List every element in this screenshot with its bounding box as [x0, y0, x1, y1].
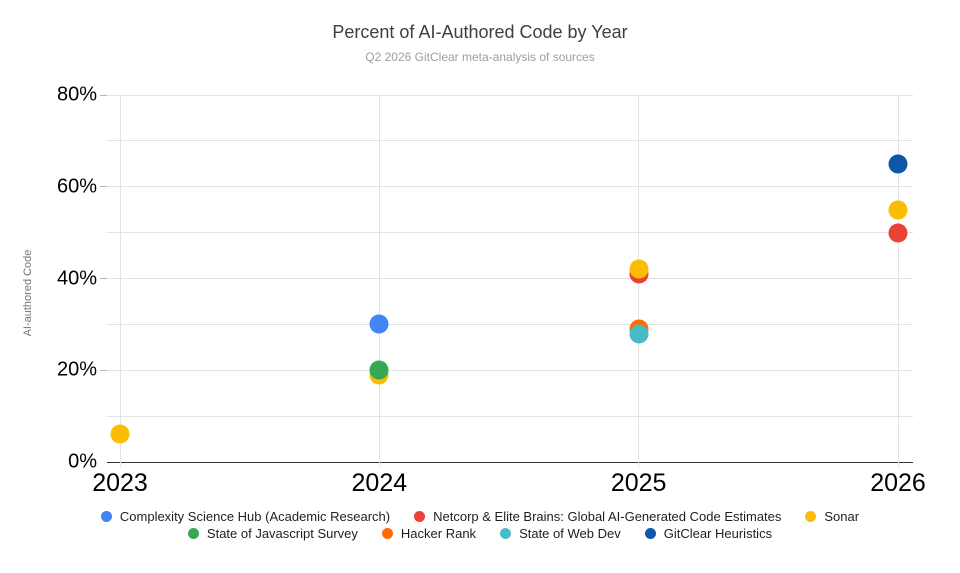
legend-series-label: GitClear Heuristics	[663, 526, 773, 541]
legend-row: Complexity Science Hub (Academic Researc…	[100, 509, 859, 524]
data-point[interactable]	[369, 314, 389, 334]
legend-series-dot-icon	[187, 528, 199, 539]
y-axis-title: AI-authored Code	[22, 249, 34, 337]
legend-series-label: Sonar	[824, 509, 860, 524]
legend-row: State of Javascript Survey Hacker Rank Sta…	[187, 526, 773, 541]
y-axis-tick-label: 80%	[56, 83, 97, 106]
gridline-vertical	[897, 95, 899, 467]
legend-series-dot-icon	[381, 528, 393, 539]
plot-area: 0% 20% 40% 60% 80% 2023 2024 2025 2026	[57, 84, 926, 498]
y-axis-tick-mark	[100, 186, 107, 188]
chart-subtitle: Q2 2026 GitClear meta-analysis of source…	[365, 50, 595, 64]
legend-series-dot-icon	[414, 511, 426, 522]
legend-item[interactable]: Netcorp & Elite Brains: Global AI-Genera…	[414, 509, 781, 524]
legend-series-dot-icon	[500, 528, 512, 539]
gridline-horizontal	[107, 278, 913, 279]
y-axis-tick-label: 60%	[56, 175, 97, 198]
legend-item[interactable]: GitClear Heuristics	[644, 526, 773, 541]
gridline-horizontal	[107, 140, 913, 142]
data-point[interactable]	[888, 223, 908, 243]
y-axis-tick-mark	[100, 94, 107, 96]
x-axis-line	[107, 461, 913, 463]
legend-series-label: State of Javascript Survey	[206, 526, 358, 541]
gridline-horizontal	[107, 186, 913, 188]
data-point[interactable]	[369, 360, 389, 380]
legend-series-dot-icon	[805, 511, 817, 522]
data-point[interactable]	[110, 424, 130, 444]
x-axis-tick-label: 2026	[870, 469, 926, 497]
data-point[interactable]	[629, 324, 649, 344]
chart-title: Percent of AI-Authored Code by Year	[332, 22, 628, 42]
gridline-horizontal	[107, 94, 913, 96]
legend-item[interactable]: Sonar	[805, 509, 859, 524]
legend-series-label: Complexity Science Hub (Academic Researc…	[119, 509, 391, 524]
legend-item[interactable]: Complexity Science Hub (Academic Researc…	[100, 509, 391, 524]
data-point[interactable]	[888, 154, 908, 174]
data-point[interactable]	[888, 200, 908, 220]
gridline-horizontal	[107, 323, 913, 325]
chart-legend: Complexity Science Hub (Academic Researc…	[0, 509, 960, 541]
legend-series-label: Hacker Rank	[400, 526, 477, 541]
y-axis-tick-label: 0%	[68, 450, 97, 473]
legend-series-dot-icon	[100, 511, 112, 522]
legend-item[interactable]: State of Javascript Survey	[187, 526, 358, 541]
x-axis-tick-label: 2024	[351, 469, 408, 497]
x-axis-tick-label: 2025	[610, 469, 667, 497]
legend-item[interactable]: State of Web Dev	[500, 526, 621, 541]
gridline-horizontal	[107, 232, 913, 234]
data-point[interactable]	[629, 259, 649, 279]
gridline-vertical	[119, 95, 121, 467]
y-axis-tick-label: 40%	[56, 267, 97, 289]
y-axis-tick-mark	[100, 278, 107, 279]
gridline-horizontal	[107, 369, 913, 371]
gridline-horizontal	[107, 415, 913, 417]
legend-series-dot-icon	[644, 528, 656, 539]
x-axis-tick-label: 2023	[92, 469, 148, 497]
legend-item[interactable]: Hacker Rank	[381, 526, 477, 541]
legend-series-label: Netcorp & Elite Brains: Global AI-Genera…	[433, 509, 782, 524]
y-axis-tick-label: 20%	[56, 358, 97, 381]
y-axis-tick-mark	[100, 369, 107, 371]
legend-series-label: State of Web Dev	[519, 526, 621, 541]
gridline-vertical	[378, 95, 380, 467]
